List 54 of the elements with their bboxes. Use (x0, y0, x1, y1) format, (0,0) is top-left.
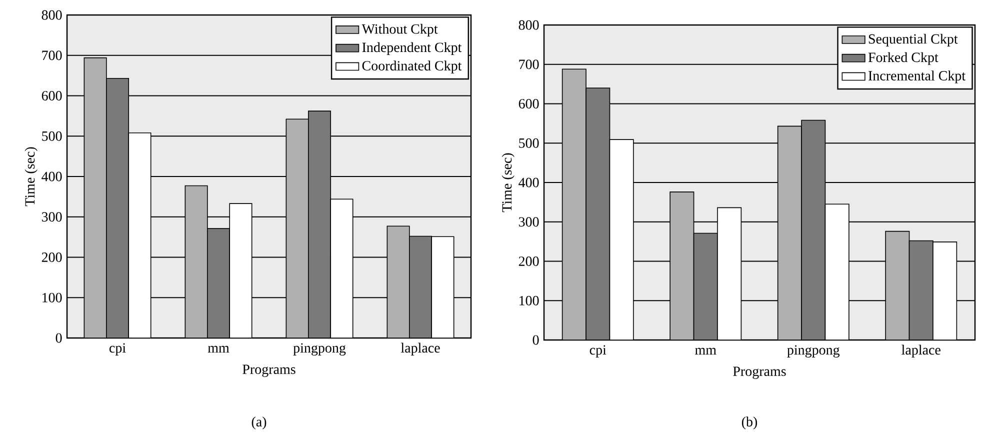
y-tick-label: 300 (518, 217, 539, 227)
bar (431, 236, 454, 338)
x-tick-label: mm (695, 348, 716, 354)
bar (286, 118, 309, 338)
bar (777, 126, 802, 340)
x-tick-label: cpi (109, 343, 126, 356)
bar (824, 204, 850, 340)
x-axis-title: Programs (242, 364, 296, 377)
bar (609, 139, 634, 340)
y-tick-label: 600 (518, 99, 539, 108)
bar (229, 203, 252, 338)
bar (386, 226, 410, 338)
y-tick-label: 300 (42, 212, 62, 222)
bar (932, 242, 958, 340)
bar (84, 57, 107, 338)
legend-label: Independent Ckpt (362, 42, 462, 55)
legend-label: Sequential Ckpt (868, 34, 958, 47)
y-tick-label: 100 (42, 292, 62, 302)
y-tick-label: 0 (532, 335, 539, 345)
bar (717, 207, 742, 340)
y-tick-label: 400 (518, 178, 539, 188)
y-tick-label: 100 (520, 296, 539, 306)
legend-label: Forked Ckpt (868, 52, 938, 65)
bar (184, 185, 208, 338)
bar (128, 132, 152, 338)
legend-label: Without Ckpt (362, 24, 438, 37)
y-axis-title: Time (sec) (24, 147, 38, 206)
legend-label: Coordinated Ckpt (362, 60, 462, 74)
text: (a) (252, 416, 266, 430)
y-tick-label: 400 (42, 172, 62, 182)
y-tick-label: 200 (42, 252, 62, 262)
y-axis-title: Time (sec) (502, 153, 514, 212)
bar (562, 68, 586, 340)
text: (b) (742, 416, 758, 430)
y-tick-label: 500 (42, 131, 62, 141)
legend-label: Incremental Ckpt (868, 70, 966, 84)
y-tick-label: 800 (42, 10, 62, 20)
bar (885, 230, 910, 340)
y-tick-label: 800 (518, 20, 539, 30)
x-tick-label: pingpong (787, 345, 840, 358)
x-axis-title: Programs (733, 366, 786, 379)
y-tick-label: 500 (519, 138, 539, 148)
y-tick-label: 600 (42, 91, 62, 100)
y-tick-label: 700 (519, 60, 539, 70)
y-tick-label: 700 (42, 50, 62, 60)
x-tick-label: laplace (902, 344, 940, 358)
x-tick-label: mm (208, 346, 230, 352)
x-tick-label: pingpong (293, 343, 346, 356)
y-tick-label: 200 (518, 256, 539, 266)
bar (670, 192, 694, 340)
x-tick-label: laplace (400, 342, 440, 356)
y-tick-label: 0 (56, 333, 62, 343)
x-tick-label: cpi (590, 345, 606, 358)
bar (330, 198, 354, 338)
